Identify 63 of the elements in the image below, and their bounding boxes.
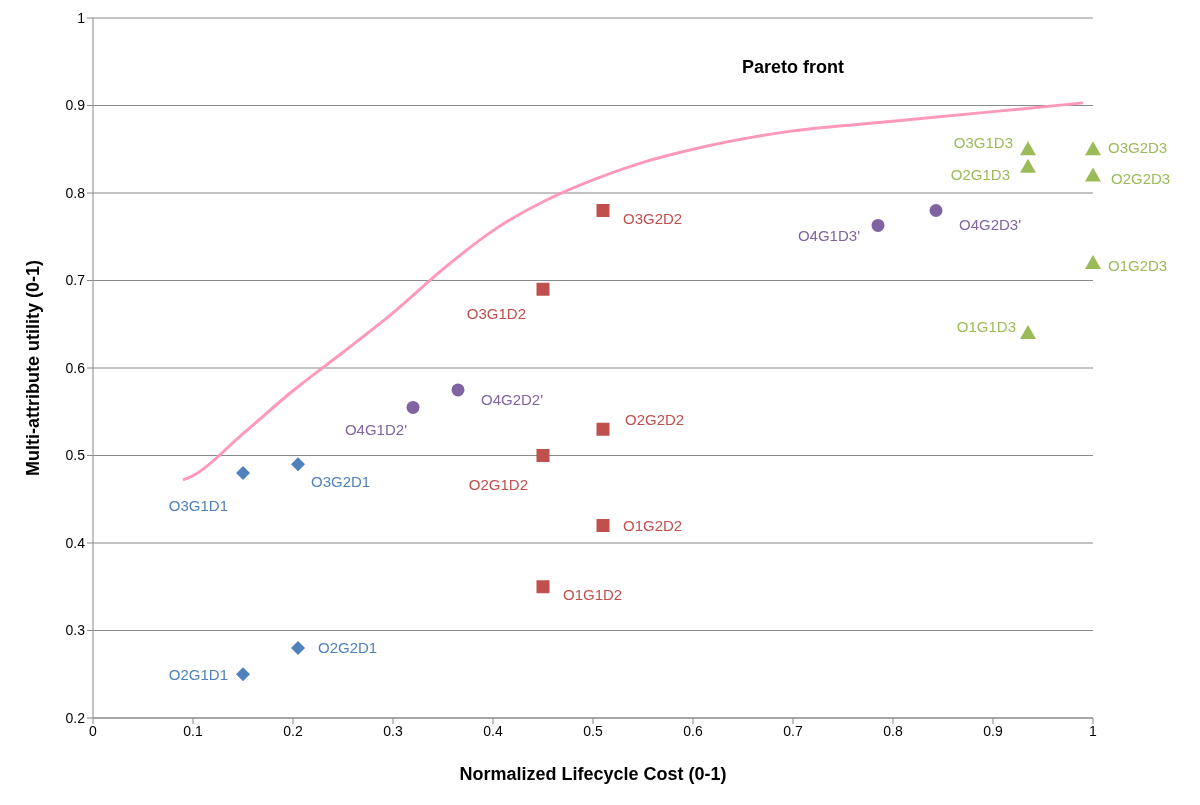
data-label: O1G2D2 bbox=[623, 516, 683, 534]
point bbox=[1085, 141, 1101, 156]
data-label: O3G2D2 bbox=[623, 209, 683, 227]
y-axis-title: Multi-attribute utility (0-1) bbox=[23, 260, 44, 476]
point bbox=[536, 282, 550, 296]
data-label: O2G2D3 bbox=[1111, 169, 1171, 187]
y-tick-label: 1 bbox=[77, 9, 86, 26]
y-tick-label: 0.3 bbox=[65, 622, 86, 639]
y-tick-label: 0.6 bbox=[65, 359, 86, 376]
data-label: O1G2D3 bbox=[1108, 257, 1168, 275]
data-label: O4G2D3' bbox=[959, 215, 1022, 233]
point bbox=[536, 449, 550, 462]
point bbox=[1020, 325, 1036, 339]
point bbox=[929, 204, 943, 217]
data-label: O2G1D1 bbox=[168, 665, 228, 683]
text: Pareto front bbox=[741, 56, 845, 77]
x-tick-label: 0.6 bbox=[683, 722, 703, 739]
data-label: O4G1D3' bbox=[797, 226, 861, 244]
point bbox=[871, 218, 885, 232]
point bbox=[596, 519, 610, 532]
point bbox=[406, 400, 420, 414]
x-tick-label: 0.9 bbox=[983, 722, 1003, 739]
y-tick-label: 0.9 bbox=[65, 97, 86, 114]
x-axis-title: Normalized Lifecycle Cost (0-1) bbox=[459, 764, 727, 784]
data-label: O2G2D1 bbox=[318, 639, 378, 657]
point bbox=[1020, 141, 1036, 156]
point bbox=[291, 641, 305, 655]
data-label: O2G1D2 bbox=[468, 475, 528, 493]
x-tick-label: 1 bbox=[1089, 722, 1098, 739]
data-label: O3G1D2 bbox=[466, 304, 526, 322]
x-tick-label: 0.1 bbox=[183, 722, 203, 739]
y-tick-label: 0.2 bbox=[65, 709, 86, 726]
point bbox=[596, 204, 610, 217]
x-tick-label: 0 bbox=[89, 722, 98, 739]
data-label: O1G1D2 bbox=[563, 586, 623, 603]
data-label: O3G2D3 bbox=[1108, 138, 1168, 156]
data-label: O4G2D2' bbox=[481, 391, 544, 409]
data-label: O3G1D1 bbox=[168, 497, 228, 515]
data-label: O4G1D2' bbox=[344, 420, 408, 438]
x-tick-label: 0.8 bbox=[883, 722, 903, 739]
point bbox=[536, 580, 550, 594]
x-tick-label: 0.4 bbox=[483, 722, 503, 739]
point bbox=[596, 422, 610, 436]
point bbox=[451, 383, 465, 397]
y-tick-label: 0.5 bbox=[65, 447, 86, 464]
data-label: O3G2D1 bbox=[311, 472, 371, 490]
point bbox=[1085, 167, 1101, 182]
point bbox=[1020, 158, 1036, 173]
x-tick-label: 0.7 bbox=[783, 722, 803, 739]
y-tick-label: 0.7 bbox=[65, 272, 86, 289]
x-tick-label: 0.3 bbox=[383, 722, 403, 739]
y-tick-label: 0.8 bbox=[65, 184, 86, 201]
point bbox=[1085, 255, 1101, 269]
point bbox=[236, 667, 250, 682]
data-label: O1G1D3 bbox=[956, 318, 1016, 336]
data-label: O2G2D2 bbox=[625, 410, 685, 428]
x-tick-label: 0.2 bbox=[283, 722, 303, 739]
point bbox=[291, 457, 305, 472]
data-label: O3G1D3 bbox=[953, 133, 1013, 151]
point bbox=[236, 466, 250, 480]
x-tick-label: 0.5 bbox=[583, 722, 603, 739]
data-label: O2G1D3 bbox=[950, 166, 1010, 183]
y-tick-label: 0.4 bbox=[65, 534, 86, 551]
